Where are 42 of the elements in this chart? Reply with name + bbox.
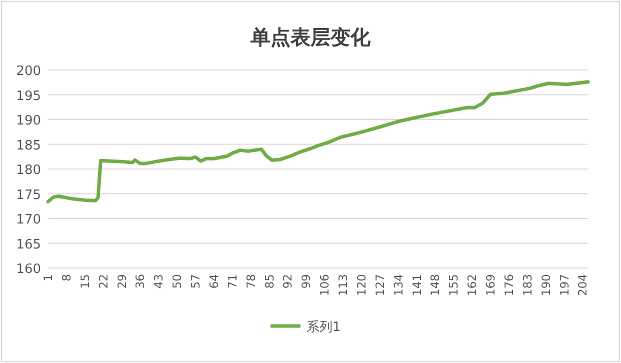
- x-tick-label: 64: [206, 274, 221, 289]
- y-tick-label: 195: [16, 88, 41, 104]
- x-tick-label: 113: [336, 274, 350, 296]
- y-tick-label: 165: [16, 237, 41, 252]
- x-tick-label: 36: [133, 274, 148, 289]
- x-tick-label: 183: [520, 274, 534, 296]
- x-tick-label: 162: [465, 274, 480, 296]
- line-series: [46, 80, 590, 204]
- x-tick-label: 92: [280, 274, 295, 289]
- y-tick-label: 170: [16, 212, 41, 228]
- y-tick-label: 180: [16, 163, 41, 178]
- x-tick-label: 127: [372, 274, 387, 296]
- x-tick-label: 15: [78, 274, 92, 289]
- x-tick-label: 8: [59, 274, 74, 282]
- x-tick-label: 50: [170, 274, 184, 289]
- x-tick-label: 22: [96, 274, 110, 289]
- x-tick-label: 148: [428, 274, 442, 296]
- x-tick-label: 120: [354, 274, 368, 296]
- x-tick-label: 78: [244, 274, 258, 289]
- x-tick-label: 169: [484, 274, 498, 296]
- x-tick-label: 204: [576, 274, 590, 296]
- x-tick-label: 71: [225, 274, 240, 289]
- y-tick-label: 185: [16, 138, 41, 154]
- y-tick-label: 160: [16, 262, 41, 277]
- x-tick-label: 43: [152, 274, 166, 289]
- x-tick-label: 134: [391, 274, 406, 296]
- x-tick-label: 106: [318, 274, 332, 296]
- x-tick-label: 85: [262, 274, 276, 289]
- chart-title: 单点表层变化: [250, 25, 372, 49]
- legend-label: 系列1: [306, 320, 341, 335]
- x-tick-label: 155: [446, 274, 461, 296]
- x-tick-label: 176: [502, 274, 516, 296]
- x-tick-label: 1: [41, 274, 55, 282]
- y-tick-label: 175: [16, 188, 41, 203]
- x-tick-label: 29: [114, 274, 129, 289]
- x-tick-label: 141: [410, 274, 424, 296]
- x-tick-label: 99: [299, 274, 314, 289]
- y-tick-label: 190: [16, 114, 41, 128]
- y-tick-label: 200: [16, 64, 41, 79]
- x-tick-label: 57: [188, 274, 203, 289]
- x-tick-label: 190: [538, 274, 553, 296]
- x-tick-label: 197: [557, 274, 572, 296]
